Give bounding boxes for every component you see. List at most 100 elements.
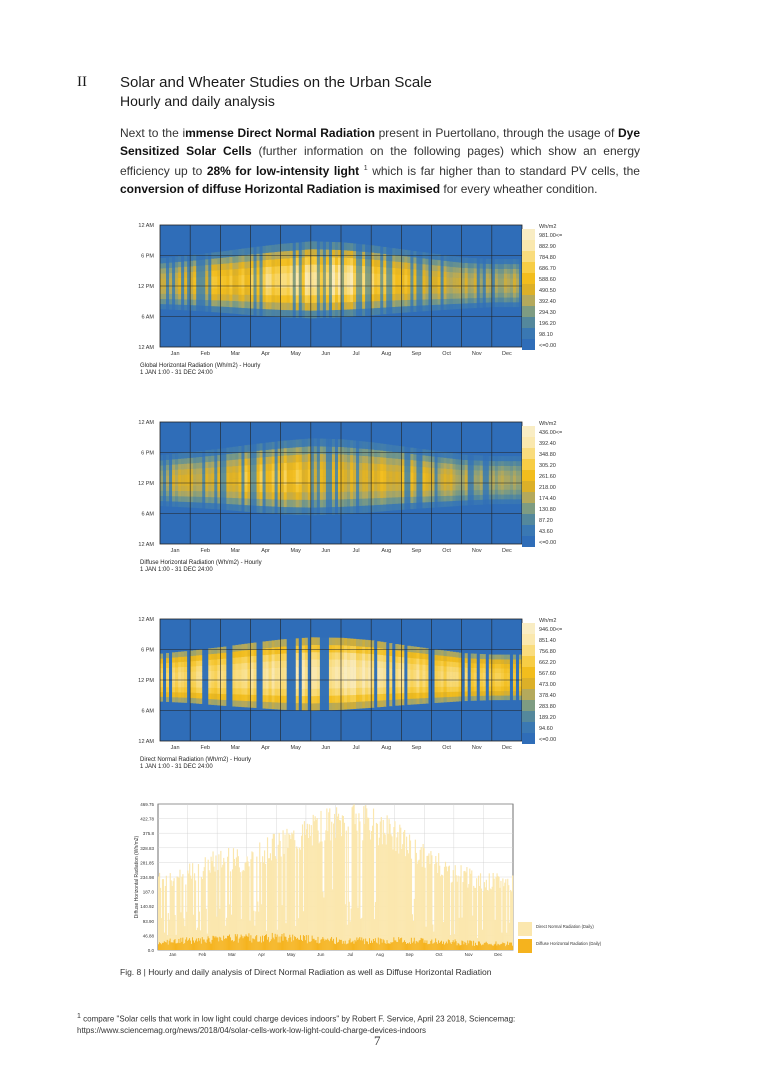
heatmap-cell	[220, 687, 224, 695]
heatmap-cell	[184, 681, 188, 688]
heatmap-cell	[214, 676, 218, 683]
heatmap-cell	[491, 292, 496, 298]
heatmap-cell	[410, 459, 414, 467]
heatmap-cell	[238, 700, 242, 707]
heatmap-cell	[407, 675, 411, 682]
diffuse-bar	[333, 938, 335, 950]
heatmap-cell	[322, 302, 327, 311]
heatmap-cell	[193, 479, 197, 486]
heatmap-cell	[298, 645, 303, 653]
diffuse-bar	[503, 943, 505, 950]
heatmap-cell	[178, 501, 182, 508]
heatmap-cell	[331, 294, 336, 303]
heatmap-cell	[283, 447, 287, 456]
heatmap-cell	[226, 281, 230, 289]
direct-bar	[237, 856, 239, 950]
legend-label: 98.10	[539, 332, 553, 338]
heatmap-cell	[377, 660, 381, 668]
heatmap-cell	[205, 456, 209, 463]
heatmap-cell	[347, 309, 351, 317]
heatmap-cell	[350, 652, 354, 660]
heatmap-cell	[455, 303, 459, 310]
heatmap-cell	[325, 666, 330, 675]
heatmap-cell	[344, 257, 348, 266]
heatmap-cell	[310, 241, 315, 250]
heatmap-cell	[202, 665, 206, 672]
heatmap-cell	[389, 655, 393, 663]
heatmap-cell	[443, 660, 447, 667]
heatmap-cell	[214, 693, 218, 700]
heatmap-cell	[395, 484, 399, 491]
heatmap-cell	[244, 675, 248, 683]
heatmap-cell	[383, 246, 387, 254]
heatmap-cell	[295, 454, 300, 463]
heatmap-cell	[512, 681, 517, 687]
footnote-marker[interactable]: 1	[363, 165, 368, 172]
diffuse-bar	[279, 942, 281, 950]
heatmap-cell	[181, 458, 185, 465]
diffuse-bar	[167, 944, 169, 950]
direct-bar	[354, 824, 356, 950]
direct-bar	[161, 879, 164, 950]
heatmap-cell	[199, 676, 203, 683]
heatmap-cell	[268, 309, 272, 317]
heatmap-cell	[238, 688, 242, 695]
heatmap-cell	[458, 696, 462, 702]
heatmap-cell	[437, 467, 441, 474]
heatmap-cell	[416, 257, 420, 264]
heatmap-cell	[485, 654, 490, 660]
legend-label: 87.20	[539, 518, 553, 524]
direct-bar	[211, 861, 213, 950]
heatmap-cell	[241, 255, 245, 263]
heatmap-cell	[337, 637, 342, 646]
heatmap-cell	[313, 446, 318, 454]
heatmap-cell	[389, 490, 393, 498]
heatmap-cell	[259, 280, 263, 289]
heatmap-cell	[187, 474, 191, 481]
heatmap-cell	[491, 499, 496, 505]
direct-bar	[209, 872, 211, 950]
heatmap-cell	[274, 499, 278, 507]
heatmap-cell	[247, 700, 251, 708]
diffuse-bar	[180, 937, 182, 950]
diffuse-bar	[192, 937, 194, 950]
heatmap-cell	[512, 672, 517, 678]
heatmap-cell	[371, 294, 375, 302]
heatmap-cell	[172, 304, 176, 310]
heatmap-cell	[446, 298, 450, 305]
diffuse-bar	[459, 945, 461, 950]
direct-bar	[419, 849, 421, 950]
heatmap-cell	[199, 253, 203, 260]
heatmap-cell	[292, 302, 297, 311]
heatmap-cell	[482, 690, 487, 696]
heatmap-cell	[395, 261, 399, 269]
direct-bar	[306, 823, 308, 950]
heatmap-cell	[473, 672, 478, 678]
heatmap-cell	[437, 484, 441, 491]
direct-bar	[319, 841, 321, 950]
heatmap-cell	[271, 280, 275, 289]
direct-bar	[382, 819, 384, 950]
heatmap-cell	[341, 242, 345, 251]
heatmap-cell	[500, 672, 505, 678]
heatmap-cell	[238, 650, 242, 658]
heatmap-cell	[271, 499, 275, 507]
diffuse-bar	[377, 937, 379, 950]
heatmap-cell	[470, 489, 475, 496]
heatmap-cell	[325, 644, 330, 653]
heatmap-cell	[223, 503, 227, 510]
heatmap-cell	[467, 495, 472, 501]
heatmap-cell	[286, 258, 291, 266]
heatmap-cell	[202, 649, 206, 655]
heatmap-cell	[473, 277, 478, 284]
heatmap-cell	[334, 688, 339, 696]
diffuse-bar	[318, 943, 320, 950]
heatmap-cell	[274, 667, 278, 675]
heatmap-cell	[509, 470, 514, 476]
direct-bar	[412, 920, 414, 950]
heatmap-cell	[452, 303, 456, 310]
heatmap-cell	[380, 287, 384, 295]
heatmap-cell	[425, 293, 429, 300]
heatmap-cell	[286, 469, 291, 478]
heatmap-cell	[344, 702, 348, 710]
